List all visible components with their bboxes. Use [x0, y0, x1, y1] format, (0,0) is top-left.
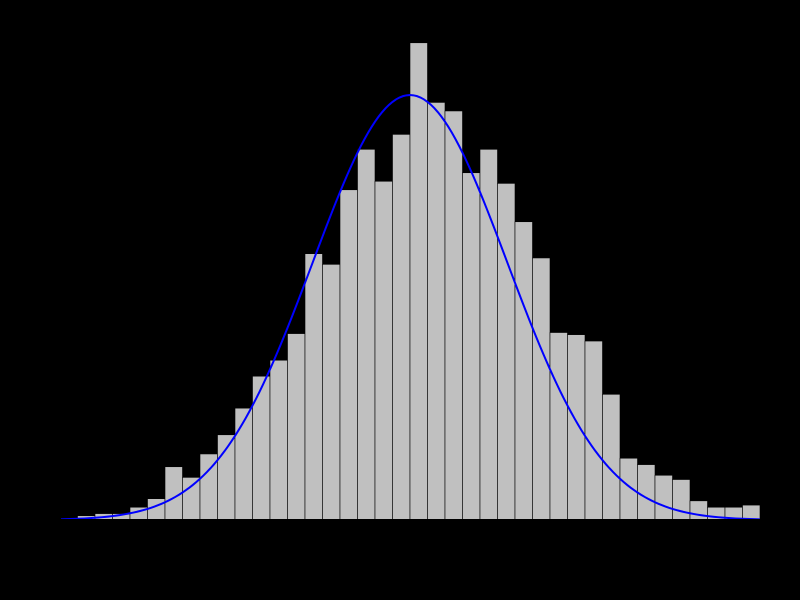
histogram-bar: [568, 335, 586, 520]
histogram-bar: [358, 149, 376, 520]
histogram-bar: [375, 181, 393, 520]
histogram-bar: [585, 341, 603, 520]
histogram-bar: [253, 376, 271, 520]
histogram-bar: [480, 149, 498, 520]
histogram-bar: [620, 458, 638, 520]
histogram-bar: [340, 190, 358, 520]
histogram-bar: [270, 360, 288, 520]
histogram-bar: [463, 173, 481, 520]
histogram-bar: [638, 465, 656, 520]
histogram-bar: [148, 499, 166, 520]
histogram-bar: [393, 134, 411, 520]
histogram-bar: [305, 254, 323, 520]
histogram-bar: [428, 102, 446, 520]
histogram-chart: [0, 0, 800, 600]
histogram-bar: [323, 264, 341, 520]
histogram-bar: [183, 477, 201, 520]
histogram-bar: [445, 111, 463, 520]
histogram-bar: [410, 43, 428, 520]
histogram-bar: [603, 394, 621, 520]
histogram-bar: [533, 258, 551, 520]
histogram-bar: [550, 333, 568, 520]
histogram-bar: [288, 334, 306, 520]
histogram-bar: [235, 408, 253, 520]
histogram-bar: [655, 475, 673, 520]
histogram-bar: [690, 501, 708, 520]
histogram-bar: [743, 505, 761, 520]
histogram-bar: [498, 183, 516, 520]
histogram-bar: [673, 480, 691, 520]
histogram-bar: [515, 222, 533, 520]
